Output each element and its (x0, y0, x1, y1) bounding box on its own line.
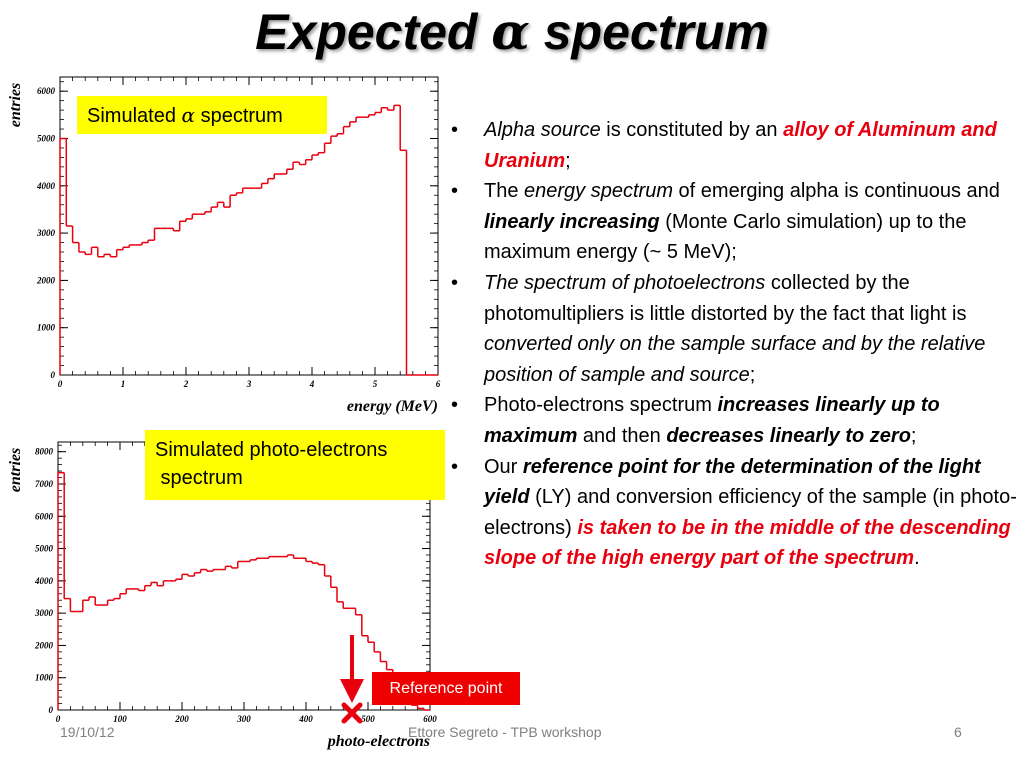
pe-xlabel: photo-electrons (326, 733, 430, 750)
alpha-ytick-label: 4000 (36, 181, 56, 191)
page-title: Expected α spectrum (0, 2, 1024, 61)
alpha-xtick-label: 0 (58, 379, 63, 389)
bullet-text: increases linearly up to maximum (484, 394, 940, 447)
alpha-label-glyph: α (181, 103, 196, 127)
alpha-ytick-label: 3000 (36, 228, 56, 238)
pe-label-line2: spectrum (155, 467, 243, 489)
alpha-ytick-label: 6000 (37, 86, 56, 96)
bullet-text: The (484, 180, 525, 203)
pe-ytick-label: 5000 (35, 544, 54, 554)
pe-xtick-label: 0 (56, 714, 61, 724)
bullet-item: Our reference point for the determinatio… (450, 452, 1020, 574)
bullet-text: Photo-electrons spectrum (484, 394, 718, 417)
bullet-text: The spectrum of photoelectrons (484, 271, 766, 294)
title-suffix: spectrum (529, 4, 769, 60)
pe-xtick-label: 300 (236, 714, 251, 724)
bullet-text: reference point for the determination of… (484, 455, 981, 509)
simulated-alpha-label: Simulated α spectrum (77, 96, 327, 134)
bullet-text: ; (565, 149, 571, 172)
reference-point-label: Reference point (372, 672, 520, 705)
pe-xtick-label: 600 (423, 714, 437, 724)
pe-ytick-label: 2000 (34, 640, 54, 650)
pe-ytick-label: 8000 (35, 447, 54, 457)
pe-xtick-label: 500 (361, 714, 375, 724)
bullet-item: Photo-electrons spectrum increases linea… (450, 390, 1020, 451)
bullet-text: . (914, 547, 920, 570)
bullet-text: Our (484, 455, 523, 478)
bullet-text: energy spectrum (524, 180, 673, 203)
bullet-text: linearly increasing (484, 210, 660, 233)
pe-ytick-label: 7000 (35, 479, 54, 489)
title-prefix: Expected (255, 4, 492, 60)
bullet-text: of emerging alpha is continuous and (673, 180, 1000, 203)
reference-x-icon (341, 702, 363, 724)
alpha-label-suffix: spectrum (195, 105, 283, 127)
simulated-pe-label: Simulated photo-electrons spectrum (145, 430, 445, 500)
alpha-ytick-label: 2000 (36, 275, 56, 285)
bullet-text: Alpha source (484, 119, 601, 141)
pe-xtick-label: 200 (174, 714, 189, 724)
alpha-xtick-label: 6 (436, 379, 441, 389)
bullet-text: ; (749, 363, 756, 386)
bullet-text: is taken to be in the middle of the desc… (484, 516, 1011, 570)
bullet-item: Alpha source is constituted by an alloy … (450, 115, 1020, 176)
bullet-text: converted only on the sample surface and… (484, 333, 986, 386)
pe-ytick-label: 0 (49, 705, 54, 715)
alpha-series (59, 104, 438, 376)
alpha-xlabel: energy (MeV) (347, 398, 438, 415)
bullet-text: (LY) and conversion efficiency of the sa… (484, 486, 1017, 539)
bullet-text: collected by the photomultipliers is lit… (484, 271, 967, 325)
bullet-item: The spectrum of photoelectrons collected… (450, 268, 1020, 390)
bullet-text: alloy of Aluminum and Uranium (484, 119, 997, 172)
bullet-text: (Monte Carlo simulation) up to the maxim… (484, 210, 967, 264)
pe-xtick-label: 400 (298, 714, 313, 724)
title-alpha: α (491, 2, 530, 61)
footer-author: Ettore Segreto - TPB workshop (408, 724, 602, 740)
footer-page-number: 6 (954, 724, 962, 740)
pe-xtick-label: 100 (113, 714, 127, 724)
pe-ytick-label: 4000 (34, 576, 54, 586)
pe-series (57, 471, 430, 711)
pe-ytick-label: 1000 (35, 673, 54, 683)
pe-ytick-label: 6000 (35, 511, 54, 521)
reference-arrow (340, 635, 364, 724)
pe-label-line1: Simulated photo-electrons (155, 439, 388, 461)
alpha-xtick-label: 1 (121, 379, 126, 389)
alpha-xtick-label: 3 (246, 379, 252, 389)
pe-ytick-label: 3000 (34, 608, 54, 618)
alpha-ytick-label: 5000 (37, 133, 56, 143)
alpha-spectrum-chart: 0 1000 2000 3000 4000 5000 6000 0 1 2 3 4 5 6 energy (… (7, 76, 441, 415)
bullet-text: is constituted by an (600, 119, 784, 141)
alpha-xtick-label: 2 (183, 379, 189, 389)
pe-ylabel: entries (7, 448, 24, 492)
alpha-xtick-label: 4 (309, 379, 315, 389)
alpha-ylabel: entries (7, 83, 24, 127)
alpha-ytick-label: 1000 (37, 323, 56, 333)
alpha-ytick-label: 0 (51, 370, 56, 380)
alpha-xtick-label: 5 (373, 379, 378, 389)
bullet-text: and then (577, 424, 667, 447)
bullet-list: Alpha source is constituted by an alloy … (450, 115, 1020, 574)
alpha-label-prefix: Simulated (87, 105, 182, 127)
bullet-text: decreases linearly to zero (666, 424, 911, 447)
bullet-item: The energy spectrum of emerging alpha is… (450, 176, 1020, 268)
bullet-text: ; (910, 424, 917, 447)
footer-date: 19/10/12 (60, 724, 115, 740)
